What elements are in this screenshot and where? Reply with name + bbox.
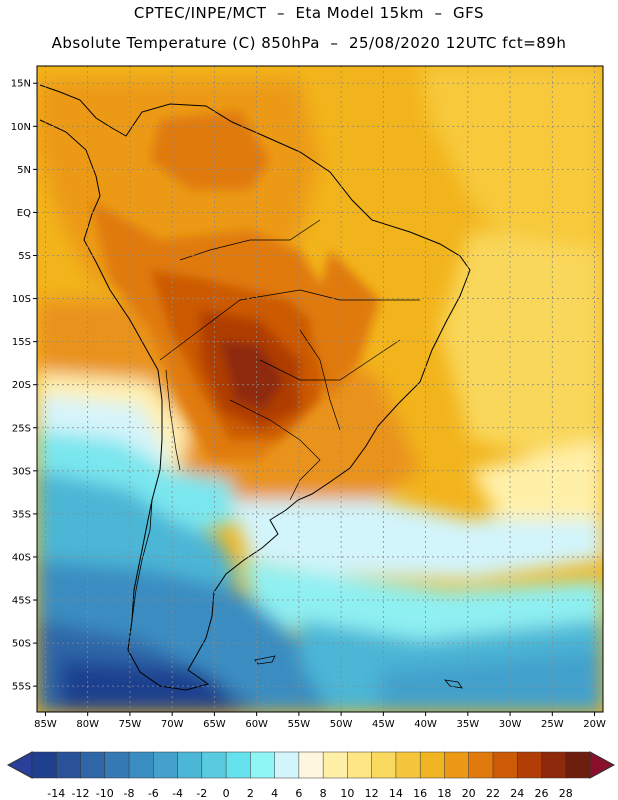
colorbar-swatch (31, 751, 57, 779)
lat-tick-label: 25S (12, 423, 31, 434)
lat-tick-label: 55S (12, 682, 31, 693)
lat-tick-label: 30S (12, 466, 31, 477)
lon-tick-label: 25W (541, 719, 564, 730)
colorbar-label: -2 (196, 787, 207, 800)
colorbar-label: -14 (47, 787, 65, 800)
colorbar-label: -6 (148, 787, 159, 800)
colorbar-swatch (565, 751, 591, 779)
colorbar-label: 10 (340, 787, 354, 800)
colorbar-label: 0 (223, 787, 230, 800)
colorbar-swatch (444, 751, 470, 779)
colorbar-swatch (347, 751, 373, 779)
colorbar-swatch (225, 751, 251, 779)
colorbar-label: -12 (72, 787, 90, 800)
colorbar-label: 2 (247, 787, 254, 800)
lat-tick-label: 35S (12, 509, 31, 520)
lon-tick-label: 85W (34, 719, 57, 730)
colorbar-label: 20 (462, 787, 476, 800)
colorbar-swatch (177, 751, 203, 779)
colorbar-swatch (298, 751, 324, 779)
colorbar-swatch (322, 751, 348, 779)
lon-tick-label: 40W (414, 719, 437, 730)
title-line-model: CPTEC/INPE/MCT – Eta Model 15km – GFS (133, 4, 485, 22)
lon-tick-label: 70W (161, 719, 184, 730)
lon-tick-label: 50W (330, 719, 353, 730)
colorbar-label: 14 (389, 787, 403, 800)
colorbar-swatch (56, 751, 82, 779)
lat-tick-label: EQ (17, 208, 31, 219)
colorbar-swatch (80, 751, 106, 779)
colorbar-label: 24 (510, 787, 524, 800)
colorbar-swatch (274, 751, 300, 779)
colorbar-label: 16 (413, 787, 427, 800)
lon-tick-label: 60W (245, 719, 268, 730)
lat-tick-label: 10S (12, 294, 31, 305)
lat-tick-label: 40S (12, 552, 31, 563)
colorbar-swatch (516, 751, 543, 779)
lon-tick-label: 20W (583, 719, 606, 730)
colorbar-swatch (128, 751, 154, 779)
map-frame (36, 65, 604, 713)
colorbar-swatch (371, 751, 397, 779)
colorbar-label: 26 (534, 787, 548, 800)
lon-tick-label: 45W (372, 719, 395, 730)
colorbar-high-extend (589, 751, 616, 779)
colorbar-label: 6 (295, 787, 302, 800)
lat-tick-label: 15S (12, 337, 31, 348)
colorbar-label: 8 (320, 787, 327, 800)
colorbar-swatch (541, 751, 567, 779)
lat-tick-label: 10N (11, 122, 31, 133)
colorbar-label: 22 (486, 787, 500, 800)
temperature-field (37, 66, 603, 712)
colorbar-swatch (419, 751, 445, 779)
colorbar-label: -4 (172, 787, 183, 800)
lon-tick-label: 55W (288, 719, 311, 730)
colorbar-label: -10 (96, 787, 114, 800)
lon-tick-label: 65W (203, 719, 226, 730)
colorbar-swatch (104, 751, 130, 779)
lat-lon-grid (37, 66, 603, 712)
lat-tick-label: 20S (12, 380, 31, 391)
colorbar-label: 4 (271, 787, 278, 800)
lon-tick-label: 35W (457, 719, 480, 730)
lat-tick-label: 50S (12, 639, 31, 650)
lon-tick-label: 30W (499, 719, 522, 730)
colorbar-label: 18 (437, 787, 451, 800)
colorbar-label: -8 (124, 787, 135, 800)
colorbar-low-extend (6, 751, 33, 779)
colorbar-swatch (492, 751, 518, 779)
colorbar-swatch (153, 751, 179, 779)
colorbar-label: 28 (559, 787, 573, 800)
colorbar-swatch (468, 751, 494, 779)
lat-tick-label: 45S (12, 596, 31, 607)
lat-tick-label: 15N (11, 79, 31, 90)
lat-tick-label: 5S (18, 251, 31, 262)
colorbar-label: 12 (365, 787, 379, 800)
lat-tick-label: 5N (17, 165, 31, 176)
colorbar-swatch (395, 751, 421, 779)
coastline (39, 84, 471, 691)
longitude-axis: 85W 80W 75W 70W 65W 60W 55W 50W 45W 40W 35W 30W 25W 2… (34, 712, 606, 730)
lon-tick-label: 80W (76, 719, 99, 730)
colorbar-swatch (250, 751, 276, 779)
title-line-field: Absolute Temperature (C) 850hPa – 25/08/… (51, 34, 567, 52)
lon-tick-label: 75W (119, 719, 142, 730)
latitude-axis: 15N 10N 5N EQ 5S 10S 15S 20S 25S 30S 35S 40S 45S 50S 5… (11, 79, 37, 693)
colorbar: -14 -12 -10 -8 -6 -4 -2 0 2 4 6 8 10 12 14 16 18 20 22 24 26… (6, 751, 616, 800)
colorbar-swatch (201, 751, 227, 779)
